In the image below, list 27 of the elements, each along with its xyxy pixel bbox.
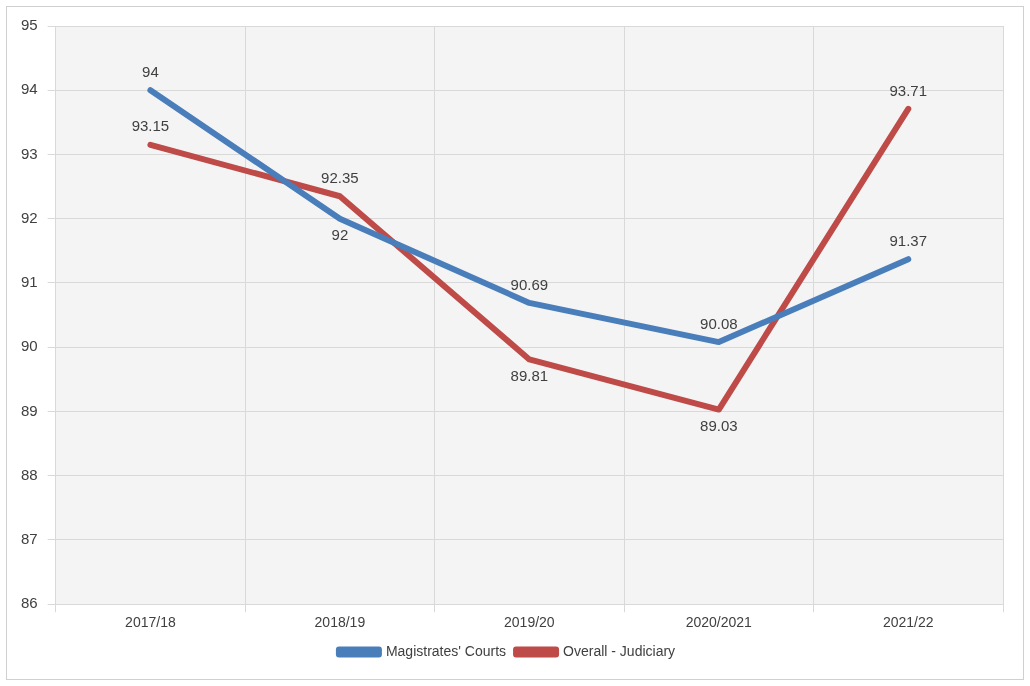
data-label: 89.03 [700,417,738,435]
data-label: 90.08 [700,314,738,332]
y-tick-label: 86 [21,594,38,612]
y-tick-label: 88 [21,465,38,483]
y-tick-label: 95 [21,16,38,34]
data-label: 90.69 [510,275,549,293]
x-tick-label: 2017/18 [125,614,176,631]
x-tick-label: 2021/22 [882,614,934,631]
data-label: 92.35 [321,168,359,186]
y-tick-label: 90 [21,337,38,355]
data-label: 93.15 [131,117,170,135]
y-tick-label: 89 [21,401,38,419]
data-label: 89.81 [510,367,549,385]
data-label: 91.37 [889,231,928,249]
legend-label: Overall - Judiciary [563,642,676,659]
y-tick-label: 91 [21,273,38,291]
data-label: 94 [142,62,159,80]
x-tick-label: 2018/19 [314,614,366,631]
y-tick-label: 92 [21,208,38,226]
y-tick-label: 94 [21,80,38,98]
y-tick-label: 87 [21,530,38,548]
x-tick-label: 2019/20 [504,614,555,631]
data-label: 93.71 [889,81,928,99]
legend-label: Magistrates' Courts [385,642,507,659]
y-tick-label: 93 [21,144,38,162]
x-tick-label: 2020/2021 [685,614,753,631]
data-label: 92 [331,226,349,244]
